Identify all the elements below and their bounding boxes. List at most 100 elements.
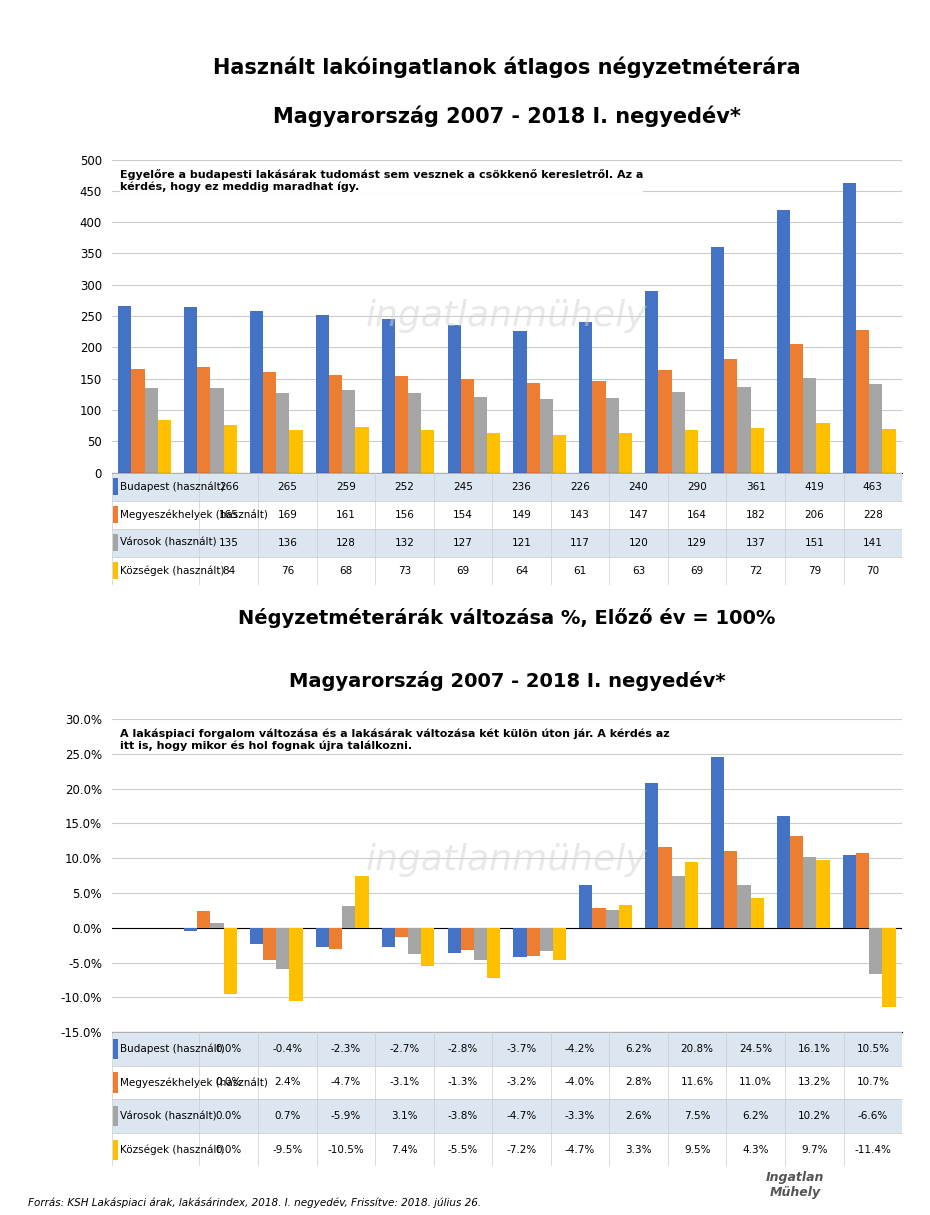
Text: 7.4%: 7.4% [392, 1145, 418, 1154]
Text: 76: 76 [281, 566, 294, 576]
Text: 69: 69 [457, 566, 470, 576]
Text: 240: 240 [629, 482, 648, 492]
Bar [645, 292, 658, 473]
Text: ingatlanmühely: ingatlanmühely [366, 843, 647, 877]
Text: Budapest (használt): Budapest (használt) [119, 481, 224, 492]
Text: -4.2%: -4.2% [565, 1044, 595, 1053]
Text: -3.1%: -3.1% [390, 1078, 419, 1087]
Bar [250, 311, 263, 473]
Bar [526, 928, 539, 955]
Text: 6.2%: 6.2% [742, 1111, 769, 1121]
Bar [553, 435, 566, 473]
Text: 0.0%: 0.0% [216, 1044, 242, 1053]
Text: 16.1%: 16.1% [798, 1044, 830, 1053]
Text: -11.4%: -11.4% [855, 1145, 891, 1154]
Text: 121: 121 [512, 538, 531, 548]
Bar [579, 322, 592, 473]
FancyBboxPatch shape [112, 1066, 902, 1100]
Bar [355, 876, 368, 928]
Text: -4.0%: -4.0% [565, 1078, 595, 1087]
Text: 137: 137 [746, 538, 765, 548]
Bar [342, 390, 355, 473]
Text: Ingatlan
Mühely: Ingatlan Mühely [766, 1170, 824, 1199]
FancyBboxPatch shape [113, 1140, 118, 1159]
Bar [817, 860, 830, 928]
FancyBboxPatch shape [112, 1033, 902, 1066]
Bar [711, 757, 724, 928]
Bar [883, 928, 896, 1007]
Bar [843, 182, 856, 473]
Text: 0.0%: 0.0% [216, 1111, 242, 1121]
Text: 245: 245 [453, 482, 472, 492]
Text: 9.7%: 9.7% [801, 1145, 828, 1154]
Text: Egyelőre a budapesti lakásárak tudomást sem vesznek a csökkenő keresletről. Az a: Egyelőre a budapesti lakásárak tudomást … [119, 169, 643, 192]
Text: 135: 135 [219, 538, 239, 548]
Text: 265: 265 [277, 482, 298, 492]
Text: 266: 266 [219, 482, 239, 492]
Bar [250, 928, 263, 944]
Bar [737, 885, 751, 928]
Text: 10.2%: 10.2% [798, 1111, 830, 1121]
Text: 228: 228 [863, 510, 883, 520]
Bar [210, 923, 223, 928]
Bar [856, 330, 870, 473]
Text: -4.7%: -4.7% [506, 1111, 537, 1121]
Bar [342, 906, 355, 928]
Text: Községek (használt): Községek (használt) [119, 565, 224, 576]
Bar [513, 332, 526, 473]
Text: ingatlanmühely: ingatlanmühely [366, 299, 647, 333]
Text: 0.0%: 0.0% [216, 1145, 242, 1154]
Bar [658, 371, 671, 473]
Bar [276, 392, 289, 473]
Bar [804, 378, 817, 473]
Bar [684, 861, 698, 928]
Text: 141: 141 [863, 538, 883, 548]
Bar [592, 380, 605, 473]
Bar [870, 928, 883, 973]
Text: 61: 61 [574, 566, 587, 576]
Text: 154: 154 [453, 510, 472, 520]
Bar [210, 388, 223, 473]
Text: 2.4%: 2.4% [274, 1078, 300, 1087]
Text: 128: 128 [336, 538, 356, 548]
Bar [605, 910, 618, 928]
FancyBboxPatch shape [113, 563, 118, 580]
Bar [737, 386, 751, 473]
Text: -4.7%: -4.7% [565, 1145, 595, 1154]
Text: 161: 161 [336, 510, 356, 520]
Text: 10.7%: 10.7% [857, 1078, 889, 1087]
Text: 463: 463 [863, 482, 883, 492]
Text: 3.1%: 3.1% [392, 1111, 418, 1121]
Bar [421, 430, 434, 473]
Text: Budapest (használt): Budapest (használt) [119, 1044, 224, 1055]
Text: 117: 117 [570, 538, 590, 548]
Bar [539, 928, 553, 950]
FancyBboxPatch shape [113, 1106, 118, 1126]
Bar [474, 928, 487, 960]
Bar [408, 928, 421, 954]
Bar [223, 425, 237, 473]
Text: 149: 149 [512, 510, 531, 520]
Text: 79: 79 [807, 566, 821, 576]
FancyBboxPatch shape [113, 479, 118, 496]
Text: 4.3%: 4.3% [742, 1145, 769, 1154]
Text: -9.5%: -9.5% [272, 1145, 302, 1154]
Text: 70: 70 [866, 566, 880, 576]
Bar [883, 429, 896, 473]
Text: 136: 136 [277, 538, 298, 548]
Text: 206: 206 [804, 510, 824, 520]
Text: 132: 132 [394, 538, 415, 548]
Bar [671, 876, 684, 928]
Text: 0.7%: 0.7% [274, 1111, 300, 1121]
Text: 226: 226 [570, 482, 590, 492]
Text: Használt lakóingatlanok átlagos négyzetméterára: Használt lakóingatlanok átlagos négyzetm… [213, 56, 801, 78]
Text: -3.3%: -3.3% [565, 1111, 595, 1121]
Text: Megyeszékhelyek (használt): Megyeszékhelyek (használt) [119, 1078, 268, 1087]
FancyBboxPatch shape [112, 501, 902, 529]
Text: 361: 361 [746, 482, 765, 492]
Bar [474, 397, 487, 473]
Bar [856, 853, 870, 928]
Text: 24.5%: 24.5% [739, 1044, 772, 1053]
Text: 64: 64 [515, 566, 528, 576]
Bar [487, 928, 500, 978]
